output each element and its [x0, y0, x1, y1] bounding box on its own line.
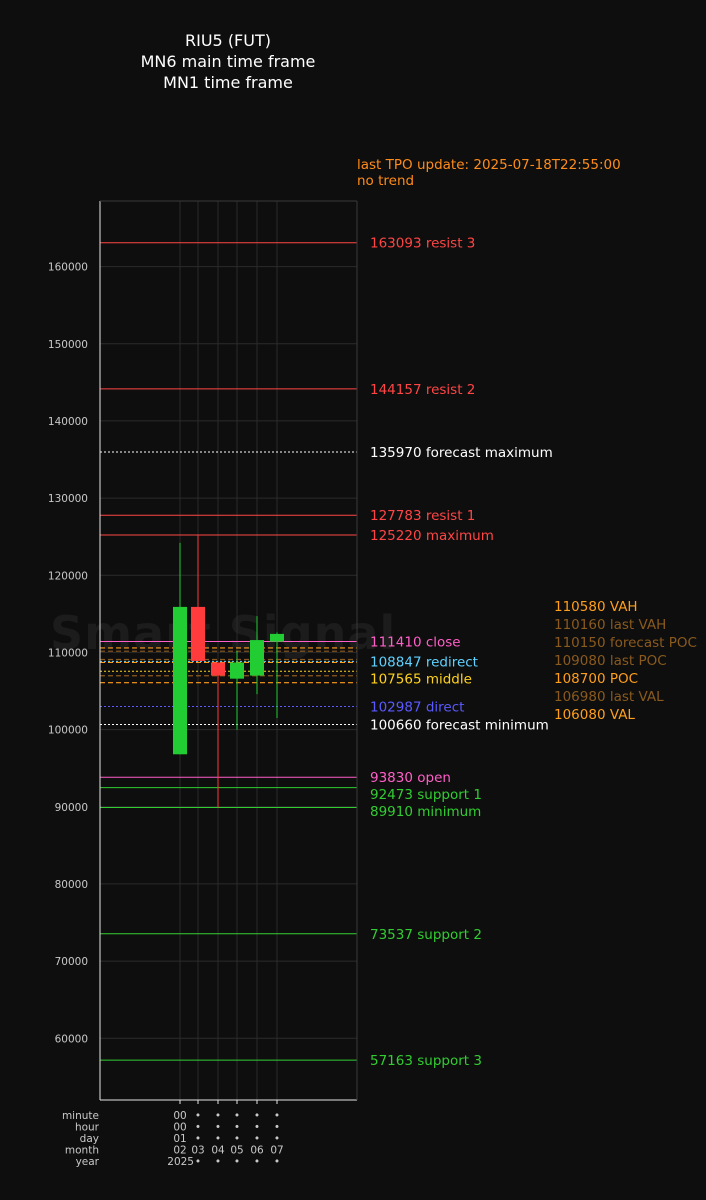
title-main-timeframe: MN6 main time frame: [140, 52, 316, 71]
level-label: 92473 support 1: [370, 787, 482, 803]
title-timeframe: MN1 time frame: [163, 73, 293, 92]
tpo-info: last TPO update: 2025-07-18T22:55:00 no …: [357, 157, 621, 189]
level-label: 93830 open: [370, 770, 451, 786]
y-tick-label: 70000: [55, 956, 88, 968]
chart-title: RIU5 (FUT) MN6 main time frame MN1 time …: [88, 30, 368, 93]
y-tick-label: 150000: [48, 339, 88, 351]
level-label: 107565 middle: [370, 671, 472, 687]
level-label: 125220 maximum: [370, 528, 494, 544]
time-tick-label: 07: [270, 1145, 283, 1157]
tpo-update-text: last TPO update: 2025-07-18T22:55:00: [357, 157, 621, 173]
time-axis-label: year: [76, 1156, 100, 1168]
profile-level-label: 106980 last VAL: [554, 689, 664, 705]
time-tick-label: 04: [211, 1145, 225, 1157]
y-tick-label: 100000: [48, 725, 88, 737]
y-tick-label: 60000: [55, 1033, 88, 1045]
time-tick-label: •: [254, 1156, 260, 1168]
time-tick-label: •: [234, 1110, 240, 1122]
time-tick-label: 00: [173, 1110, 186, 1122]
time-tick-label: 01: [173, 1133, 186, 1145]
profile-level-label: 110580 VAH: [554, 599, 638, 615]
level-label: 144157 resist 2: [370, 382, 475, 398]
profile-level-label: 110160 last VAH: [554, 617, 666, 633]
level-label: 111410 close: [370, 635, 461, 651]
time-tick-label: •: [274, 1133, 280, 1145]
time-tick-label: 06: [250, 1145, 264, 1157]
time-tick-label: •: [234, 1133, 240, 1145]
time-tick-label: •: [254, 1110, 260, 1122]
time-tick-label: •: [234, 1122, 240, 1134]
level-label: 127783 resist 1: [370, 508, 475, 524]
time-tick-label: •: [254, 1133, 260, 1145]
level-label: 135970 forecast maximum: [370, 445, 553, 461]
level-label: 73537 support 2: [370, 927, 482, 943]
profile-level-label: 109080 last POC: [554, 653, 667, 669]
profile-level-label: 110150 forecast POC: [554, 635, 697, 651]
time-tick-label: •: [274, 1110, 280, 1122]
time-tick-label: •: [274, 1122, 280, 1134]
level-label: 100660 forecast minimum: [370, 718, 549, 734]
time-tick-label: •: [274, 1156, 280, 1168]
time-tick-label: 2025: [167, 1156, 194, 1168]
y-tick-label: 80000: [55, 879, 88, 891]
y-tick-label: 160000: [48, 262, 88, 274]
time-tick-label: •: [215, 1122, 221, 1134]
time-tick-label: •: [215, 1156, 221, 1168]
time-tick-label: •: [195, 1110, 201, 1122]
time-tick-label: 05: [230, 1145, 243, 1157]
time-tick-label: •: [215, 1133, 221, 1145]
level-label: 108847 redirect: [370, 654, 478, 670]
y-tick-label: 90000: [55, 802, 88, 814]
y-tick-label: 130000: [48, 493, 88, 505]
time-tick-label: •: [195, 1133, 201, 1145]
time-axis-label: day: [80, 1133, 99, 1145]
time-tick-label: •: [254, 1122, 260, 1134]
trend-text: no trend: [357, 173, 415, 189]
level-label: 57163 support 3: [370, 1053, 482, 1069]
profile-level-label: 106080 VAL: [554, 707, 635, 723]
y-tick-label: 110000: [48, 647, 88, 659]
candle-body: [211, 662, 225, 676]
candle-body: [230, 662, 244, 679]
level-label: 163093 resist 3: [370, 236, 475, 252]
time-axis-label: hour: [75, 1122, 100, 1134]
candle-body: [173, 606, 187, 755]
time-tick-label: 03: [191, 1145, 204, 1157]
candle-body: [270, 633, 284, 642]
candle-body: [191, 606, 205, 661]
level-label: 89910 minimum: [370, 804, 481, 820]
title-symbol: RIU5 (FUT): [185, 31, 271, 50]
y-tick-label: 120000: [48, 570, 88, 582]
time-tick-label: •: [195, 1156, 201, 1168]
time-tick-label: •: [195, 1122, 201, 1134]
time-axis-label: minute: [62, 1110, 99, 1122]
time-tick-label: 02: [173, 1145, 186, 1157]
time-tick-label: 00: [173, 1122, 186, 1134]
profile-level-label: 108700 POC: [554, 671, 638, 687]
level-label: 102987 direct: [370, 700, 464, 716]
time-tick-label: •: [234, 1156, 240, 1168]
candle-body: [250, 640, 264, 676]
time-axis-label: month: [65, 1145, 99, 1157]
time-tick-label: •: [215, 1110, 221, 1122]
y-tick-label: 140000: [48, 416, 88, 428]
